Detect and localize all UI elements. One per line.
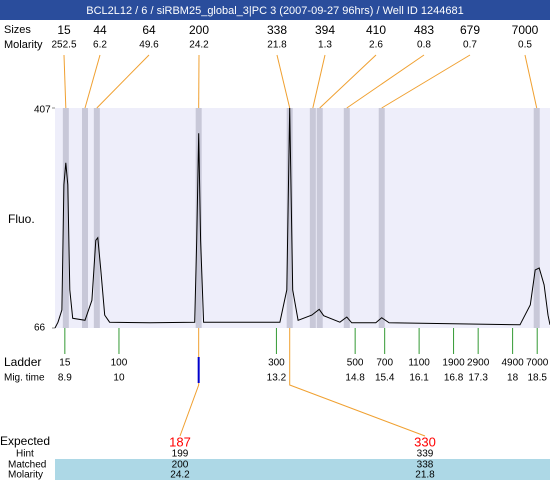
peak-size: 44 xyxy=(93,23,107,37)
peak-size: 200 xyxy=(189,23,209,37)
peak-molarity: 0.5 xyxy=(518,40,532,51)
ladder-time: 14.8 xyxy=(345,373,365,384)
peak-band xyxy=(286,108,293,328)
ladder-time: 13.2 xyxy=(267,373,287,384)
ladder-time: 15.4 xyxy=(375,373,395,384)
title-bar xyxy=(0,0,550,20)
peak-molarity: 2.6 xyxy=(369,40,383,51)
matched-value: 338 xyxy=(417,460,434,471)
peak-size: 394 xyxy=(315,23,335,37)
peak-molarity: 24.2 xyxy=(189,40,209,51)
matched-label: Matched xyxy=(8,460,46,471)
expected-value: 330 xyxy=(414,434,436,449)
ladder-size: 1100 xyxy=(408,358,430,369)
hint-value: 339 xyxy=(417,449,434,460)
ladder-size: 1900 xyxy=(442,358,465,369)
expected-link xyxy=(179,328,200,437)
peak-molarity: 6.2 xyxy=(93,40,107,51)
peak-size: 64 xyxy=(142,23,156,37)
peak-link xyxy=(346,54,425,109)
ladder-time: 18.5 xyxy=(527,373,547,384)
matched-value: 200 xyxy=(172,460,189,471)
ladder-size: 7000 xyxy=(526,358,549,369)
peak-size: 15 xyxy=(57,23,71,37)
ladder-time: 17.3 xyxy=(468,373,488,384)
peak-link xyxy=(84,54,101,109)
peak-band xyxy=(533,108,540,328)
y-label: Fluo. xyxy=(8,212,35,226)
ladder-size: 100 xyxy=(111,358,128,369)
peak-link xyxy=(319,54,377,109)
hint-value: 199 xyxy=(172,449,189,460)
plot-area xyxy=(55,108,550,328)
peak-band xyxy=(316,108,323,328)
y-tick-label: 407 xyxy=(34,105,51,116)
ladder-size: 300 xyxy=(268,358,285,369)
ladder-size: 700 xyxy=(376,358,393,369)
peak-link xyxy=(381,54,471,109)
ladder-time: 8.9 xyxy=(58,373,72,384)
peak-band xyxy=(82,108,89,328)
title: BCL2L12 / 6 / siRBM25_global_3|PC 3 (200… xyxy=(86,5,464,17)
peak-link xyxy=(96,54,150,109)
peak-link xyxy=(63,54,67,109)
peak-size: 410 xyxy=(366,23,386,37)
peak-band xyxy=(343,108,350,328)
sizes-label: Sizes xyxy=(4,24,31,36)
ladder-size: 500 xyxy=(347,358,364,369)
peak-molarity: 0.7 xyxy=(463,40,477,51)
molarity-label: Molarity xyxy=(4,39,43,51)
mig-time-label: Mig. time xyxy=(4,373,45,384)
expected-value: 187 xyxy=(169,434,191,449)
ladder-time: 18 xyxy=(507,373,519,384)
ladder-size: 4900 xyxy=(501,358,524,369)
peak-size: 7000 xyxy=(512,23,539,37)
matched-band xyxy=(55,459,550,480)
peak-molarity: 0.8 xyxy=(417,40,431,51)
peak-molarity: 252.5 xyxy=(51,40,76,51)
molarity-value: 21.8 xyxy=(415,470,435,480)
peak-band xyxy=(93,108,100,328)
trace xyxy=(54,107,550,329)
expected-link xyxy=(289,328,426,437)
ladder-size: 2900 xyxy=(467,358,490,369)
expected-label: Expected xyxy=(0,434,50,448)
molarity-row-label: Molarity xyxy=(8,470,43,480)
peak-band xyxy=(195,108,202,328)
peak-molarity: 1.3 xyxy=(318,40,332,51)
molarity-value: 24.2 xyxy=(170,470,190,480)
y-tick-label: 66 xyxy=(34,323,46,334)
ladder-label: Ladder xyxy=(4,355,41,369)
ladder-time: 16.8 xyxy=(444,373,464,384)
peak-molarity: 49.6 xyxy=(139,40,159,51)
ladder-time: 16.1 xyxy=(409,373,429,384)
peak-link xyxy=(312,54,326,109)
peak-molarity: 21.8 xyxy=(267,40,287,51)
peak-size: 338 xyxy=(267,23,287,37)
peak-size: 483 xyxy=(414,23,434,37)
peak-band xyxy=(62,108,69,328)
peak-band xyxy=(378,108,385,328)
ladder-size: 15 xyxy=(59,358,71,369)
peak-link xyxy=(524,54,538,109)
ladder-time: 10 xyxy=(113,373,125,384)
peak-band xyxy=(309,108,316,328)
peak-link xyxy=(276,54,291,109)
hint-label: Hint xyxy=(16,449,34,460)
peak-size: 679 xyxy=(460,23,480,37)
